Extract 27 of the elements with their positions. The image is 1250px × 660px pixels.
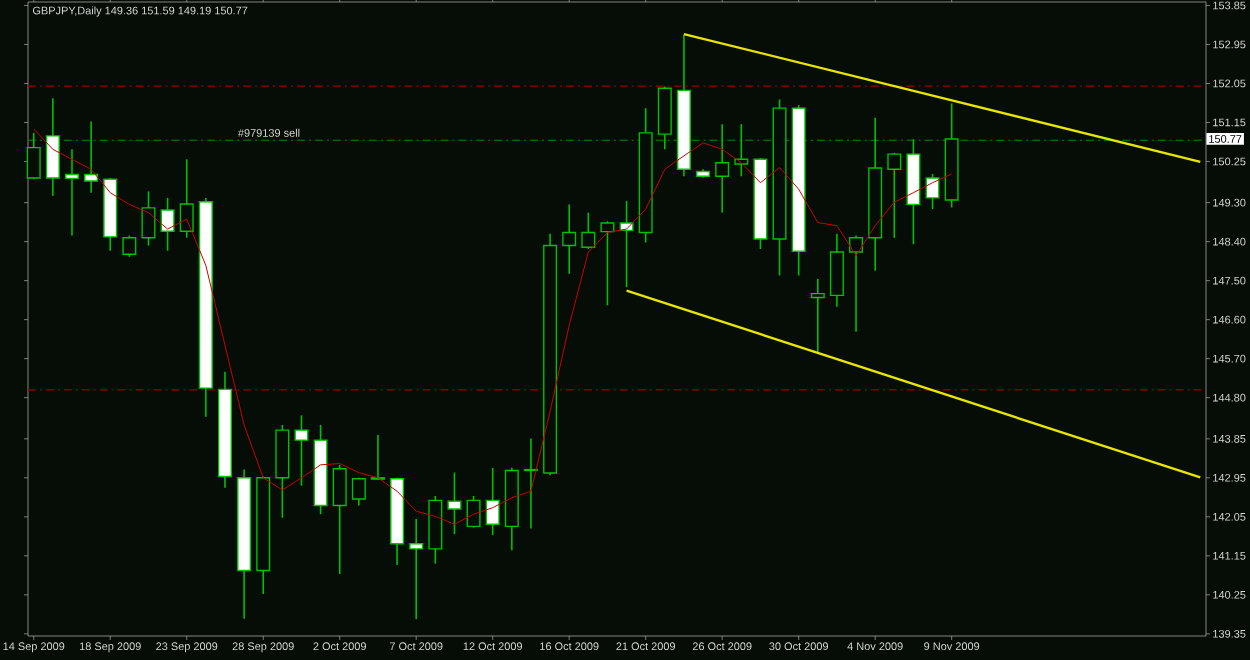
candlestick <box>887 152 902 239</box>
candlestick <box>562 203 577 275</box>
candlestick <box>715 123 730 214</box>
candlestick <box>294 414 309 487</box>
candlestick <box>351 477 366 507</box>
candlestick <box>485 467 500 536</box>
candlestick <box>829 233 844 308</box>
candlestick <box>810 278 825 353</box>
candlestick <box>179 158 194 239</box>
candlestick <box>26 132 41 181</box>
candlestick <box>160 197 175 252</box>
candlestick <box>64 148 79 237</box>
candlestick <box>141 190 156 247</box>
candlestick <box>122 234 137 258</box>
candlestick <box>84 120 99 194</box>
candlestick <box>600 220 615 307</box>
candlestick <box>45 97 60 197</box>
candlestick <box>275 424 290 519</box>
candlestick <box>370 434 385 481</box>
candlestick <box>657 85 672 151</box>
candlestick <box>466 495 481 529</box>
candlestick <box>332 464 347 575</box>
candlestick <box>849 234 864 333</box>
candlestick <box>447 471 462 535</box>
candlestick <box>925 173 940 210</box>
candlestick <box>581 211 596 250</box>
candlestick <box>409 518 424 620</box>
